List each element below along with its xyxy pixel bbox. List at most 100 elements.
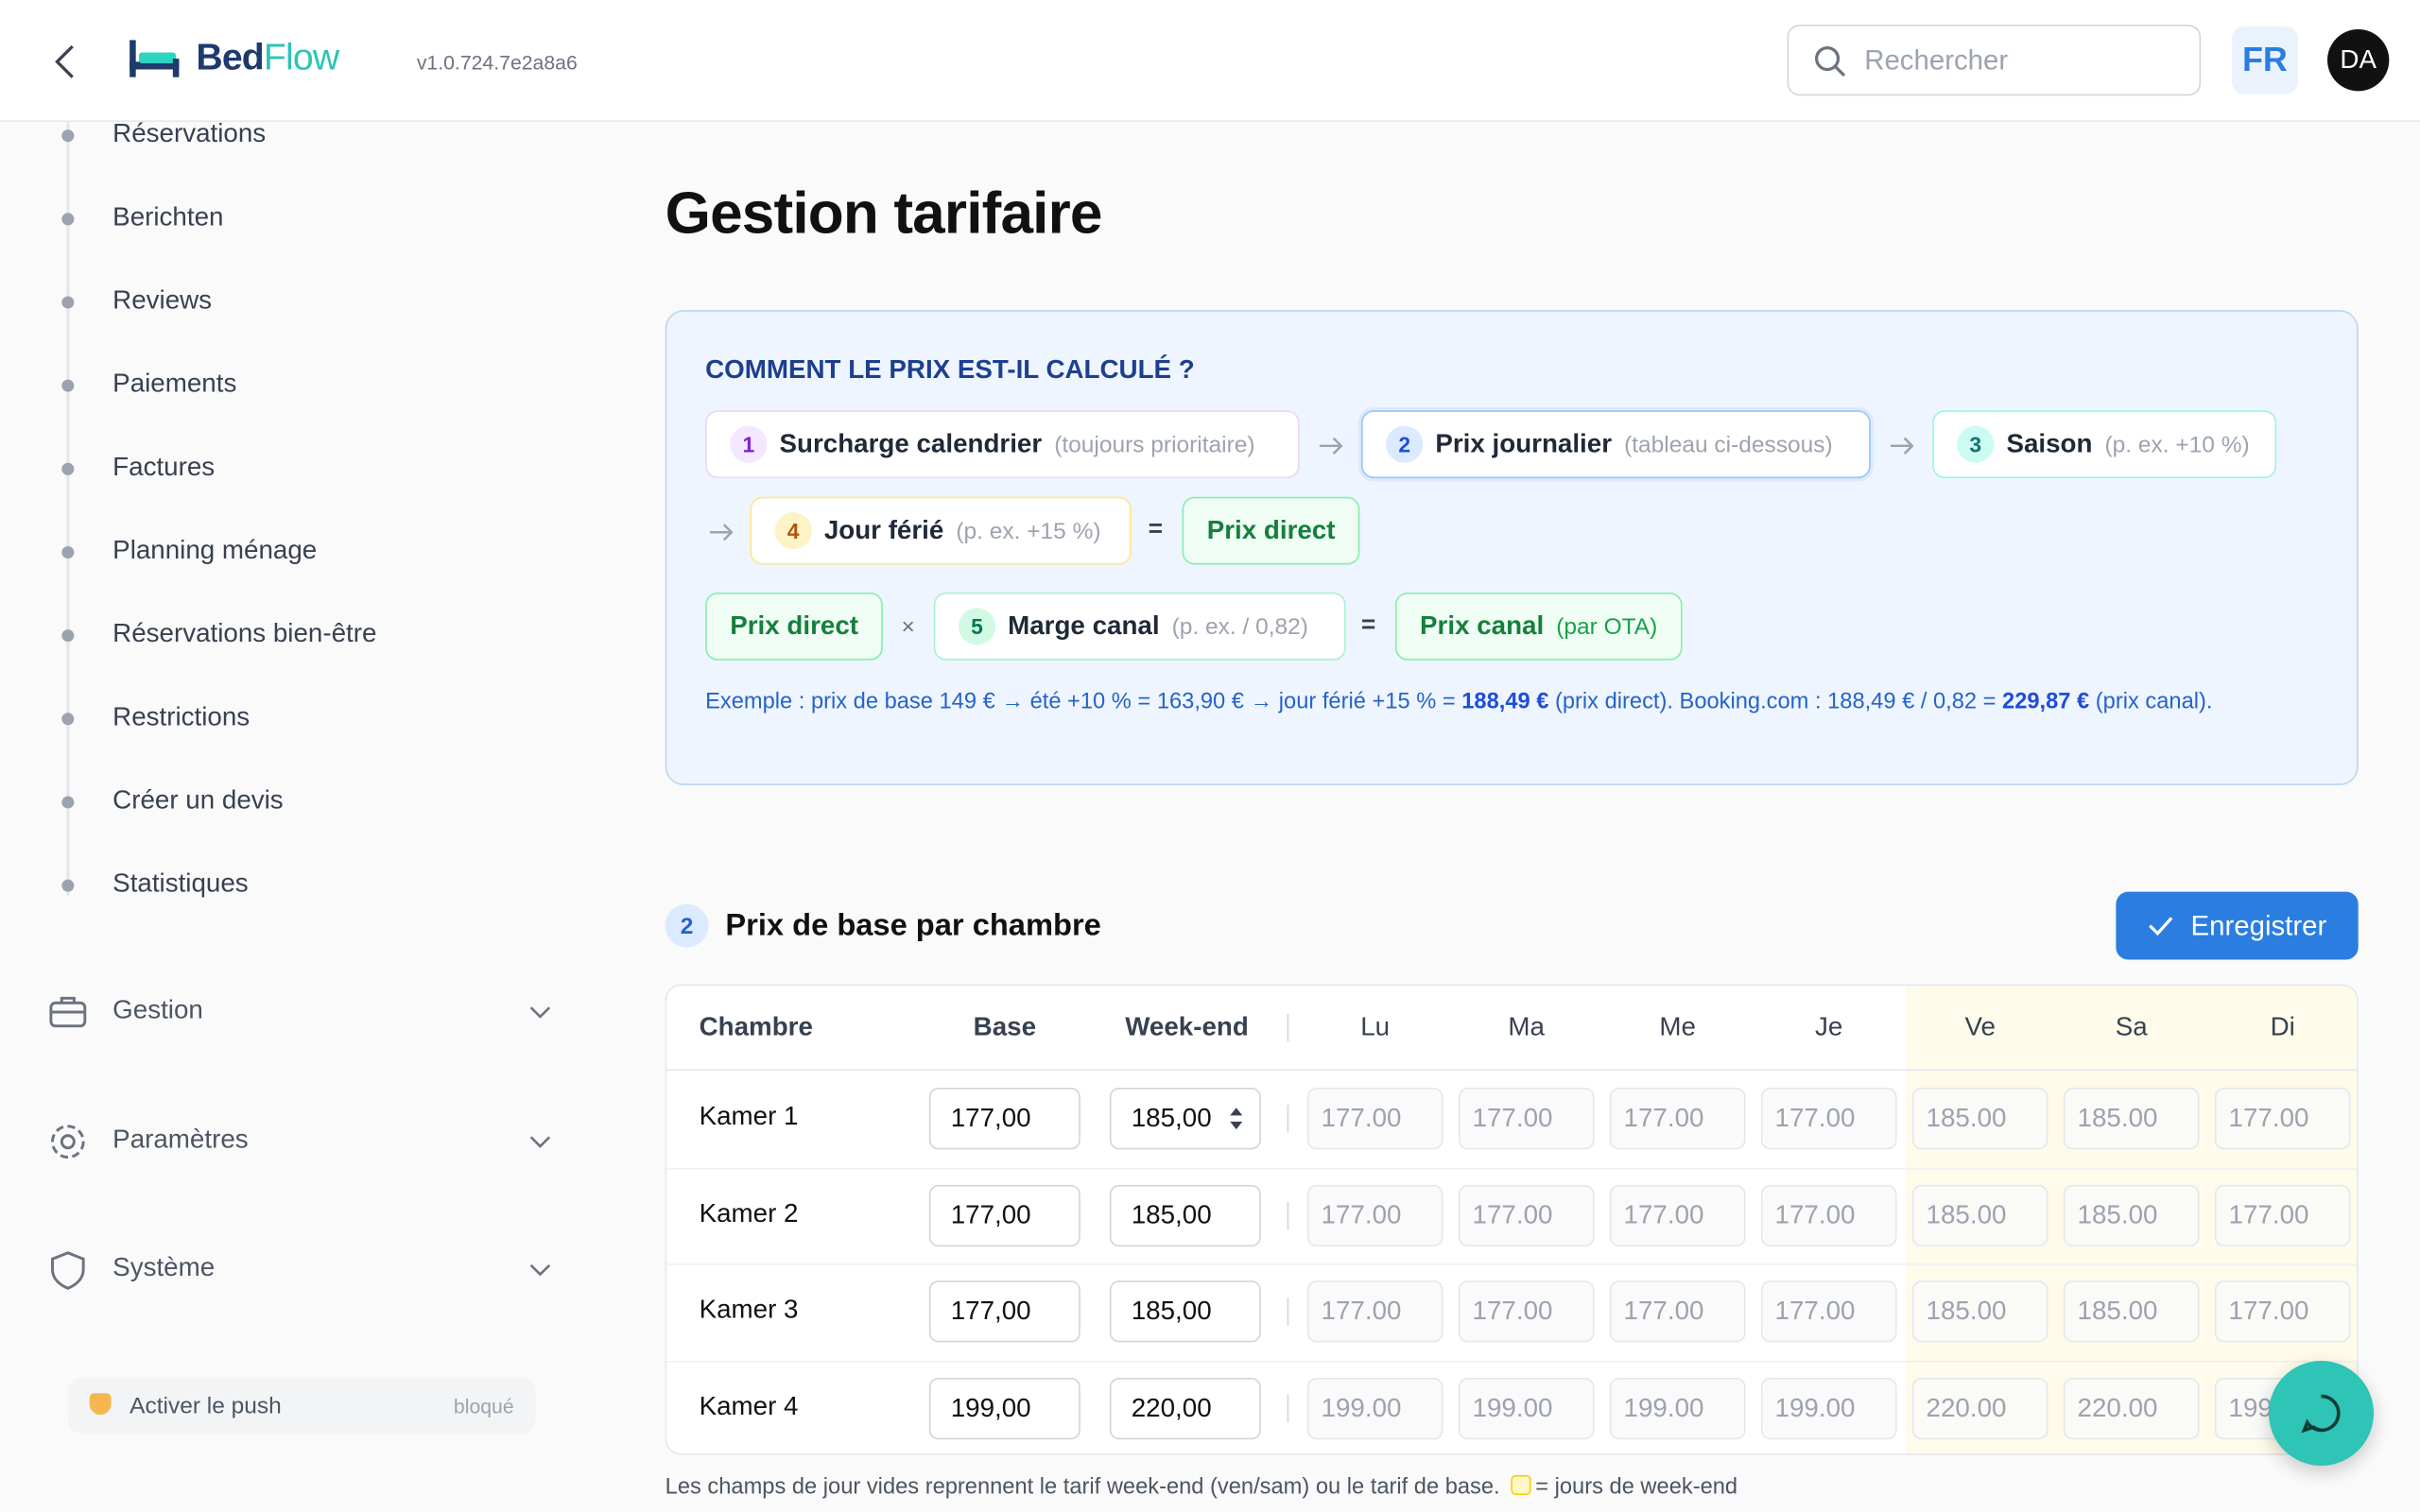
table-note: Les champs de jour vides reprennent le t… <box>666 1474 1737 1500</box>
day-input[interactable]: 177.00 <box>1306 1184 1443 1246</box>
day-input[interactable]: 185.00 <box>1911 1280 2048 1343</box>
step-label: Jour férié <box>823 515 944 545</box>
price-input[interactable]: 177,00 <box>928 1088 1080 1150</box>
step-label: Prix journalier <box>1435 428 1613 458</box>
day-input[interactable]: 185.00 <box>1911 1088 2048 1150</box>
column-header: Lu <box>1360 1012 1391 1042</box>
price-input[interactable]: 185,00 <box>1109 1088 1261 1150</box>
day-input[interactable]: 199.00 <box>1609 1377 1746 1439</box>
nav-item[interactable]: Réservations <box>112 118 267 148</box>
nav-group[interactable]: Système <box>46 1248 556 1292</box>
example-part: (prix canal). <box>2089 689 2213 714</box>
arrow <box>1890 437 1914 455</box>
push-box[interactable]: Activer le push bloqué <box>67 1377 536 1434</box>
day-input[interactable]: 177.00 <box>1458 1088 1595 1150</box>
nav-item[interactable]: Factures <box>112 452 216 482</box>
save-button[interactable]: Enregistrer <box>2116 891 2359 960</box>
day-input[interactable]: 177.00 <box>2214 1184 2351 1246</box>
day-input[interactable]: 177.00 <box>1609 1088 1746 1150</box>
price-input[interactable]: 199,00 <box>928 1377 1080 1439</box>
nav-item[interactable]: Restrictions <box>112 701 251 731</box>
chat-button[interactable] <box>2268 1360 2375 1467</box>
price-input[interactable]: 185,00 <box>1109 1184 1261 1246</box>
step-label: Marge canal <box>1008 610 1160 641</box>
day-input[interactable]: 177.00 <box>1760 1184 1897 1246</box>
chevron <box>529 1136 551 1148</box>
nav-item[interactable]: Planning ménage <box>112 535 318 565</box>
nav-dot <box>61 879 75 892</box>
day-input[interactable]: 220.00 <box>1911 1377 2048 1439</box>
day-input[interactable]: 177.00 <box>1458 1184 1595 1246</box>
example-part: (prix direct). Booking.com : 188,49 € / … <box>1548 689 2003 714</box>
column-divider <box>1287 1104 1289 1133</box>
nav-item[interactable]: Berichten <box>112 201 224 232</box>
row-border <box>666 1263 2358 1265</box>
section-badge: 2 <box>665 903 709 948</box>
column-header: Sa <box>2115 1012 2148 1042</box>
lang-button[interactable]: FR <box>2231 26 2299 94</box>
room-name: Kamer 3 <box>699 1294 799 1324</box>
push-label: Activer le push <box>130 1393 282 1420</box>
nav-group[interactable]: Paramètres <box>46 1120 556 1163</box>
day-input[interactable]: 185.00 <box>2063 1280 2200 1343</box>
nav-item[interactable]: Réservations bien-être <box>112 618 377 648</box>
nav-item[interactable]: Créer un devis <box>112 785 284 816</box>
canal-label: Prix canal <box>1420 610 1545 641</box>
page-title: Gestion tarifaire <box>665 181 1103 248</box>
nav-group[interactable]: Gestion <box>46 990 556 1034</box>
nav-line <box>66 121 70 897</box>
price-input[interactable]: 220,00 <box>1109 1377 1261 1439</box>
nav-item[interactable]: Paiements <box>112 369 237 399</box>
search-box[interactable]: Rechercher <box>1787 25 2202 96</box>
day-input[interactable]: 185.00 <box>2063 1088 2200 1150</box>
example-part: 229,87 € <box>2002 689 2090 714</box>
day-input[interactable]: 177.00 <box>1306 1088 1443 1150</box>
day-input[interactable]: 177.00 <box>1760 1280 1897 1343</box>
room-name: Kamer 1 <box>699 1101 799 1131</box>
column-header: Base <box>973 1012 1037 1042</box>
price-input[interactable]: 177,00 <box>928 1280 1080 1343</box>
price-input[interactable]: 185,00 <box>1109 1280 1261 1343</box>
step-number: 5 <box>958 608 996 645</box>
column-header: Di <box>2270 1012 2295 1042</box>
day-input[interactable]: 177.00 <box>2214 1280 2351 1343</box>
price-table: Chambre Base Week-end Lu Ma Me Je Ve Sa Di Kamer 1… <box>665 984 2359 1455</box>
nav-dot <box>61 213 75 226</box>
header-border <box>666 1069 2358 1072</box>
day-input[interactable]: 177.00 <box>2214 1088 2351 1150</box>
day-input[interactable]: 177.00 <box>1306 1280 1443 1343</box>
spinner[interactable] <box>1229 1105 1244 1132</box>
back-button[interactable] <box>49 43 80 80</box>
day-input[interactable]: 177.00 <box>1760 1088 1897 1150</box>
arrow <box>710 524 734 541</box>
day-input[interactable]: 220.00 <box>2063 1377 2200 1439</box>
example-part: 188,49 € <box>1461 689 1549 714</box>
operator: = <box>1148 516 1163 543</box>
group-label: Paramètres <box>112 1125 249 1155</box>
day-input[interactable]: 177.00 <box>1609 1184 1746 1246</box>
nav-item[interactable]: Reviews <box>112 285 213 316</box>
nav-item[interactable]: Statistiques <box>112 868 249 899</box>
search-placeholder: Rechercher <box>1864 44 2009 76</box>
day-input[interactable]: 177.00 <box>1609 1280 1746 1343</box>
day-input[interactable]: 199.00 <box>1760 1377 1897 1439</box>
day-input[interactable]: 177.00 <box>1458 1280 1595 1343</box>
direct-pill: Prix direct <box>1182 496 1360 565</box>
day-input[interactable]: 185.00 <box>1911 1184 2048 1246</box>
column-header: Ve <box>1964 1012 1996 1042</box>
example-text: Exemple : prix de base 149 € → été +10 %… <box>705 687 2295 718</box>
day-input[interactable]: 199.00 <box>1458 1377 1595 1439</box>
step-pill: 2 Prix journalier (tableau ci-dessous) <box>1360 410 1871 479</box>
search-icon <box>1814 45 1846 77</box>
step-hint: (p. ex. / 0,82) <box>1171 612 1308 640</box>
day-input[interactable]: 199.00 <box>1306 1377 1443 1439</box>
price-input[interactable]: 177,00 <box>928 1184 1080 1246</box>
row-border <box>666 1167 2358 1169</box>
column-header: Chambre <box>699 1012 813 1042</box>
day-input[interactable]: 185.00 <box>2063 1184 2200 1246</box>
avatar[interactable]: DA <box>2327 29 2390 92</box>
step-number: 1 <box>730 425 768 463</box>
step-label: Saison <box>2006 428 2093 458</box>
